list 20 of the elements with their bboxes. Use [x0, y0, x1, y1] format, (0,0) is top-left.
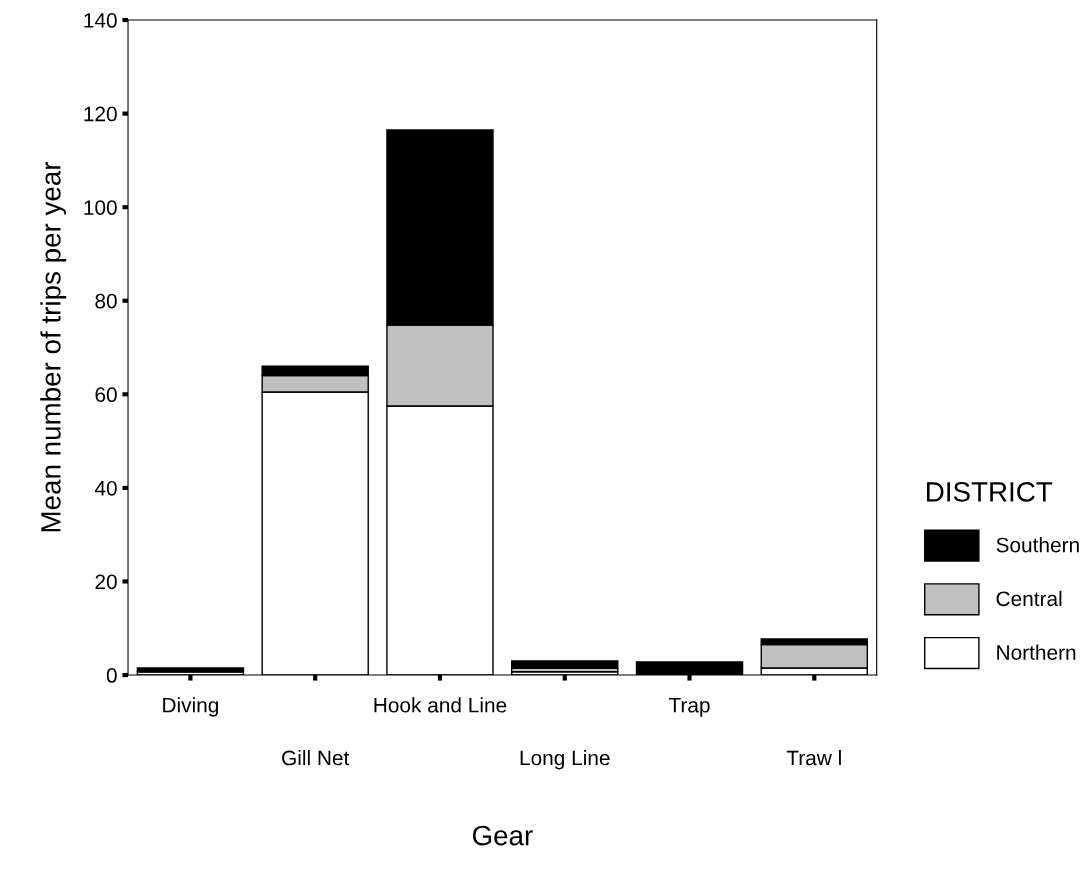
x-tick-label: Traw l	[786, 750, 841, 766]
x-tick-label: Diving	[163, 697, 219, 717]
y-tick-label: 120	[84, 106, 117, 122]
x-tick-label: Long Line	[520, 750, 610, 770]
legend-label: Central	[996, 590, 1062, 607]
y-tick-label: 140	[84, 13, 117, 28]
x-tick-label: Hook and Line	[374, 697, 507, 713]
y-axis-title: Mean number of trips per year	[40, 161, 67, 532]
x-axis-title: Gear	[472, 825, 533, 846]
y-tick-label: 20	[95, 574, 117, 590]
y-tick-label: 0	[106, 668, 117, 683]
x-tick-label: Gill Net	[282, 750, 350, 766]
y-tick-label: 80	[95, 293, 117, 309]
legend-label: Northern	[997, 644, 1076, 660]
x-tick-label: Trap	[668, 698, 710, 717]
legend-title: DISTRICT	[927, 482, 1053, 502]
legend-label: Southern	[996, 537, 1079, 553]
y-tick-label: 40	[94, 480, 117, 496]
y-tick-label: 100	[84, 200, 117, 215]
y-tick-label: 60	[95, 387, 117, 403]
